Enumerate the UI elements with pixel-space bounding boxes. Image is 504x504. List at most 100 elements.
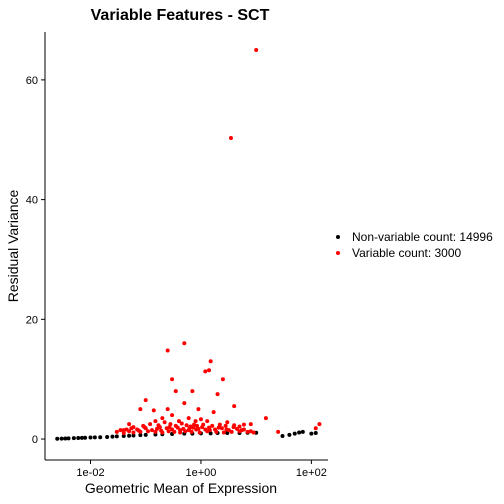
variable-point [154,426,159,431]
non-variable-point [110,434,115,439]
variable-point [124,427,129,432]
x-tick-label: 1e+02 [296,467,327,479]
variable-point [205,419,210,424]
variable-point [150,428,155,433]
variable-point [248,422,253,427]
variable-point [148,422,153,427]
variable-point [186,416,191,421]
x-axis-title: Geometric Mean of Expression [85,480,277,496]
non-variable-point [131,433,136,438]
variable-point [187,426,192,431]
non-variable-point [83,435,88,440]
non-variable-point [66,436,71,441]
variable-point [195,423,200,428]
variable-point [170,377,175,382]
variable-point [136,428,141,433]
variable-point [138,407,143,412]
variable-point [197,430,202,435]
variable-point [142,425,147,430]
variable-point [317,422,322,427]
non-variable-point [98,435,103,440]
x-ticks: 1e-02 1e+00 1e+02 [76,460,327,479]
variable-point [263,416,268,421]
variable-point [118,428,123,433]
variable-point [167,425,172,430]
legend-marker-non-variable [336,235,340,239]
non-variable-point [292,431,297,436]
non-variable-point [88,435,93,440]
non-variable-point [71,436,76,441]
non-variable-point [225,431,230,436]
variable-point [151,408,156,413]
variable-point [194,427,199,432]
non-variable-point [59,436,64,441]
variable-point [237,424,242,429]
variable-point [276,429,281,434]
non-variable-point [313,431,318,436]
variable-point [176,419,181,424]
variable-point [121,431,126,436]
y-tick-label: 20 [26,314,38,326]
variable-point [165,348,170,353]
variable-point [214,429,219,434]
variable-point [232,404,237,409]
non-variable-point [114,434,119,439]
variable-point [223,423,228,428]
non-variable-point [79,435,84,440]
variable-point [143,398,148,403]
non-variable-point [138,433,143,438]
variable-point [170,413,175,418]
non-variable-point [309,431,314,436]
variable-point [166,429,171,434]
non-variable-point [280,434,285,439]
non-variable-point [287,432,292,437]
variable-point [203,369,208,374]
variable-point [196,407,201,412]
variable-point [165,407,170,412]
variable-point [172,429,177,434]
variable-point [245,429,250,434]
non-variable-point [76,435,81,440]
variable-point [254,47,259,52]
non-variable-point [105,434,110,439]
variable-point [241,422,246,427]
variable-point [231,425,236,430]
variable-point [129,426,134,431]
variable-point [198,417,203,422]
variable-point [178,428,183,433]
variable-point [182,401,187,406]
variable-point [182,341,187,346]
non-variable-point [127,433,132,438]
non-variable-point [297,430,302,435]
chart-title: Variable Features - SCT [91,7,270,24]
y-tick-label: 40 [26,195,38,207]
non-variable-point [55,436,60,441]
variable-point [146,429,150,434]
variable-point [114,429,119,434]
non-variable-point [92,435,97,440]
variable-point [219,426,224,431]
variable-point [190,389,195,394]
variable-point [131,430,136,435]
variable-point [313,426,318,431]
legend: Non-variable count: 14996 Variable count… [336,230,493,260]
non-variable-point [143,432,148,437]
legend-marker-variable [336,251,340,255]
variable-point [228,135,233,140]
variable-point [179,421,184,426]
x-tick-label: 1e+00 [185,467,216,479]
variable-point [156,423,161,428]
variable-point [221,430,226,435]
variable-point [251,430,256,435]
variable-point [229,429,234,434]
variable-point [200,425,205,430]
x-tick-label: 1e-02 [76,467,104,479]
non-variable-point [208,431,213,436]
variable-point [184,423,189,428]
legend-label-non-variable: Non-variable count: 14996 [352,230,493,244]
variable-point [192,422,197,427]
variable-point [211,410,216,415]
points-layer [55,47,322,441]
variable-point [207,428,212,433]
variable-point [153,419,158,424]
